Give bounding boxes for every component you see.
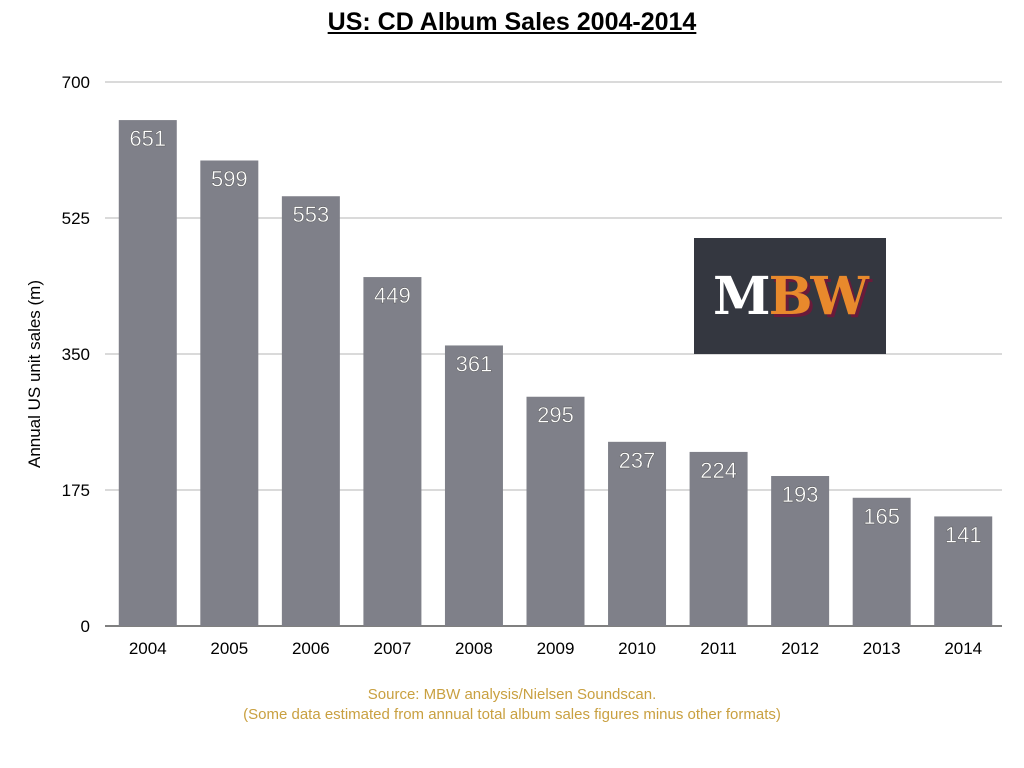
bar-2014 [934,516,993,626]
data-label: 553 [293,202,330,227]
x-tick-label: 2008 [455,639,493,658]
data-label: 295 [537,403,574,428]
data-label: 165 [863,504,900,529]
data-label: 449 [374,283,411,308]
data-label: 237 [619,448,656,473]
bar-2010 [608,441,667,626]
data-label: 224 [700,458,737,483]
bar-2008 [444,345,503,626]
source-line-1: Source: MBW analysis/Nielsen Soundscan. [367,686,657,703]
data-label: 141 [945,522,982,547]
bar-2005 [200,160,259,626]
y-tick-label: 175 [62,481,90,500]
logo-text-bw: BW [768,265,869,327]
source-note: Source: MBW analysis/Nielsen Soundscan. … [0,685,1024,725]
x-tick-label: 2012 [781,639,819,658]
x-tick-label: 2006 [292,639,330,658]
data-label: 651 [129,126,166,151]
y-tick-label: 700 [62,73,90,92]
bar-2012 [771,476,830,626]
bar-2011 [689,451,748,626]
x-tick-label: 2004 [129,639,167,658]
bar-2007 [363,277,422,626]
x-tick-label: 2011 [700,639,737,658]
x-tick-label: 2009 [537,639,575,658]
bar-2006 [281,196,340,627]
y-axis-label: Annual US unit sales (m) [25,280,44,468]
mbw-logo: M BW [694,238,886,354]
source-line-2: (Some data estimated from annual total a… [243,706,781,723]
x-tick-label: 2007 [373,639,411,658]
y-tick-label: 0 [81,617,90,636]
data-label: 361 [456,351,493,376]
data-label: 193 [782,482,819,507]
bar-2004 [118,120,177,626]
x-tick-label: 2010 [618,639,656,658]
y-tick-label: 350 [62,345,90,364]
x-tick-label: 2005 [210,639,248,658]
bar-2013 [852,497,911,626]
x-tick-label: 2013 [863,639,901,658]
logo-text-m: M [713,265,771,327]
chart-title: US: CD Album Sales 2004-2014 [327,8,697,36]
data-label: 599 [211,166,248,191]
x-tick-label: 2014 [944,639,982,658]
y-tick-label: 525 [62,209,90,228]
bar-2009 [526,396,585,626]
